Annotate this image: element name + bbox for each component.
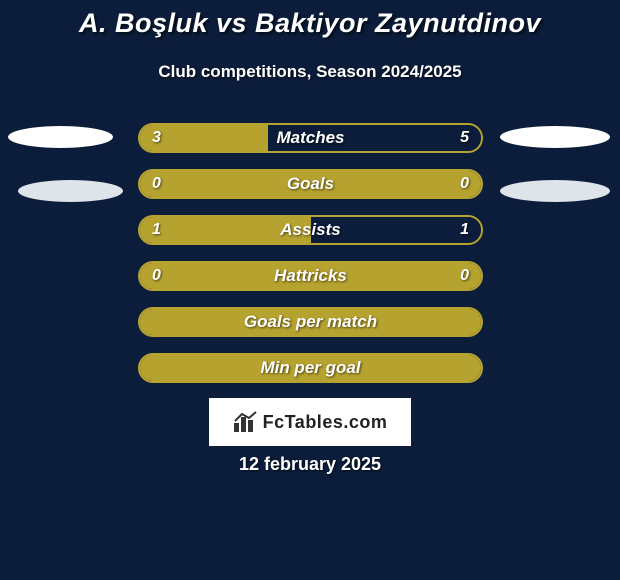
stat-bar: Hattricks0 0: [138, 261, 483, 291]
stat-bar: Assists1 1: [138, 215, 483, 245]
page-title: A. Boşluk vs Baktiyor Zaynutdinov: [0, 8, 620, 39]
infographic-date: 12 february 2025: [0, 454, 620, 475]
stat-label: Goals: [140, 174, 481, 194]
fctables-logo: FcTables.com: [209, 398, 411, 446]
stat-value-left: 3: [152, 129, 161, 147]
stat-row: Hattricks0 0: [0, 253, 620, 299]
stat-bar: Matches3 5: [138, 123, 483, 153]
stat-value-left: 1: [152, 221, 161, 239]
stat-value-right: 0: [460, 175, 469, 193]
stat-value-right: 5: [460, 129, 469, 147]
stat-row: Goals per match: [0, 299, 620, 345]
stat-bar: Goals0 0: [138, 169, 483, 199]
stat-label: Assists: [140, 220, 481, 240]
stat-bar: Min per goal: [138, 353, 483, 383]
stat-value-left: 0: [152, 267, 161, 285]
stat-label: Matches: [140, 128, 481, 148]
player-placeholder: [500, 126, 610, 148]
comparison-infographic: A. Boşluk vs Baktiyor Zaynutdinov Club c…: [0, 0, 620, 580]
page-subtitle: Club competitions, Season 2024/2025: [0, 62, 620, 82]
stat-row: Assists1 1: [0, 207, 620, 253]
stat-row: Min per goal: [0, 345, 620, 391]
chart-icon: [233, 411, 259, 433]
stat-value-right: 0: [460, 267, 469, 285]
stat-value-left: 0: [152, 175, 161, 193]
stat-label: Goals per match: [140, 312, 481, 332]
player-placeholder: [18, 180, 123, 202]
logo-text: FcTables.com: [263, 412, 388, 433]
stat-label: Min per goal: [140, 358, 481, 378]
stat-label: Hattricks: [140, 266, 481, 286]
stat-value-right: 1: [460, 221, 469, 239]
player-placeholder: [500, 180, 610, 202]
stat-bar: Goals per match: [138, 307, 483, 337]
player-placeholder: [8, 126, 113, 148]
